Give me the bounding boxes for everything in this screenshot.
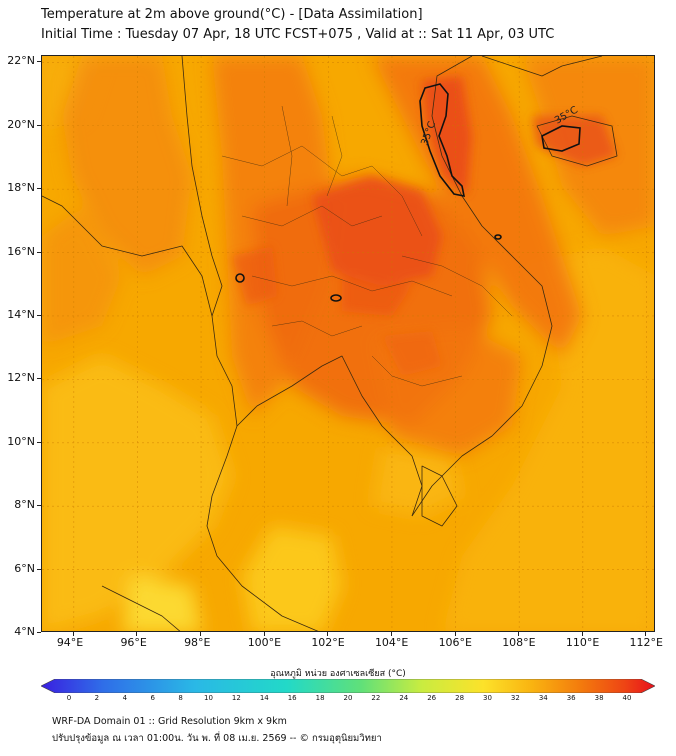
- lat-tick-mark: [37, 378, 41, 380]
- colorbar-tick-label: 16: [287, 694, 297, 702]
- lat-tick-mark: [37, 568, 41, 570]
- lon-tick-label: 104°E: [374, 636, 409, 649]
- colorbar-label: อุณหภูมิ หน่วย องศาเซลเซียส (°C): [270, 669, 406, 679]
- lat-tick-mark: [37, 314, 41, 316]
- map-canvas: 35°C 35°C: [42, 56, 654, 631]
- lat-tick-mark: [37, 251, 41, 253]
- lat-tick-label: 20°N: [7, 117, 35, 131]
- lat-tick-label: 8°N: [14, 498, 35, 512]
- lon-tick-label: 98°E: [184, 636, 211, 649]
- graticule: [42, 56, 654, 631]
- colorbar-tick-label: 40: [622, 694, 632, 702]
- lat-tick-mark: [37, 61, 41, 63]
- colorbar-tick-label: 12: [231, 694, 241, 702]
- contour-35c: [235, 83, 581, 302]
- lat-tick-label: 12°N: [7, 371, 35, 385]
- colorbar: [41, 679, 655, 693]
- lon-tick-mark: [327, 632, 329, 636]
- lat-tick-label: 4°N: [14, 625, 35, 638]
- colorbar-tick-label: 34: [538, 694, 548, 702]
- lat-tick-label: 18°N: [7, 181, 35, 195]
- lon-tick-label: 96°E: [120, 636, 147, 649]
- admin-borders: [221, 105, 513, 387]
- lon-tick-mark: [136, 632, 138, 636]
- colorbar-tick-label: 36: [566, 694, 576, 702]
- lon-tick-label: 102°E: [311, 636, 345, 649]
- lat-tick-mark: [37, 505, 41, 507]
- colorbar-tick-label: 8: [178, 694, 183, 702]
- lat-tick-label: 16°N: [7, 244, 35, 258]
- lat-tick-mark: [37, 188, 41, 190]
- lon-tick-label: 100°E: [247, 636, 282, 649]
- lon-tick-label: 106°E: [438, 636, 473, 649]
- lon-tick-mark: [581, 632, 583, 636]
- footer-update-info: ปรับปรุงข้อมูล ณ เวลา 01:00น. วัน พ. ที่…: [52, 733, 382, 744]
- hot-zones: [232, 76, 617, 376]
- lat-tick-mark: [37, 632, 41, 633]
- lon-tick-mark: [454, 632, 456, 636]
- colorbar-tick-label: 32: [510, 694, 520, 702]
- colorbar-tick-label: 26: [427, 694, 437, 702]
- lat-tick-mark: [37, 441, 41, 443]
- lon-tick-mark: [263, 632, 265, 636]
- lon-tick-mark: [72, 632, 74, 636]
- lon-tick-mark: [518, 632, 520, 636]
- lon-tick-label: 110°E: [565, 636, 600, 649]
- lat-tick-label: 22°N: [7, 54, 35, 68]
- colorbar-tick-label: 20: [343, 694, 353, 702]
- colorbar-tick-label: 18: [315, 694, 325, 702]
- colorbar-tick-label: 14: [259, 694, 269, 702]
- lon-tick-mark: [390, 632, 392, 636]
- lat-tick-label: 6°N: [14, 561, 35, 575]
- footer-model-info: WRF-DA Domain 01 :: Grid Resolution 9km …: [52, 716, 287, 727]
- lat-tick-mark: [37, 124, 41, 126]
- colorbar-tick-label: 4: [122, 694, 128, 702]
- colorbar-tick-label: 2: [94, 694, 100, 702]
- lon-tick-mark: [200, 632, 202, 636]
- lon-tick-label: 94°E: [56, 636, 84, 649]
- colorbar-tick-label: 30: [483, 694, 492, 702]
- lat-tick-label: 10°N: [7, 434, 35, 448]
- lon-tick-label: 112°E: [629, 636, 663, 649]
- coastlines: [42, 56, 618, 631]
- colorbar-tick-label: 6: [150, 694, 155, 702]
- temperature-map: 35°C 35°C: [41, 55, 655, 632]
- colorbar-tick-label: 22: [371, 694, 381, 702]
- colorbar-tick-label: 10: [204, 694, 213, 702]
- lon-tick-label: 108°E: [502, 636, 536, 649]
- chart-title: Temperature at 2m above ground(°C) - [Da…: [41, 7, 423, 22]
- colorbar-tick-label: 0: [66, 694, 72, 702]
- colorbar-tick-label: 38: [594, 694, 604, 702]
- colorbar-tick-label: 28: [455, 694, 465, 702]
- lon-tick-mark: [645, 632, 647, 636]
- colorbar-tick-label: 24: [399, 694, 409, 702]
- chart-subtitle: Initial Time : Tuesday 07 Apr, 18 UTC FC…: [41, 27, 555, 42]
- lat-tick-label: 14°N: [7, 307, 35, 321]
